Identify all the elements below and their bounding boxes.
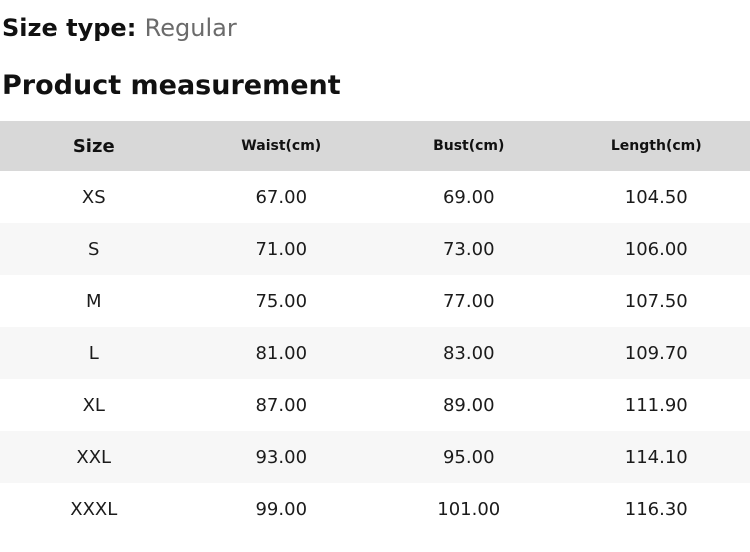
table-row: XXXL 99.00 101.00 116.30 <box>0 483 750 535</box>
table-row: L 81.00 83.00 109.70 <box>0 327 750 379</box>
length-cell: 106.00 <box>563 223 750 275</box>
waist-cell: 71.00 <box>188 223 376 275</box>
product-measurement-table: Size Waist(cm) Bust(cm) Length(cm) XS 67… <box>0 121 750 535</box>
length-cell: 114.10 <box>563 431 750 483</box>
size-cell: M <box>0 275 188 327</box>
size-type-value: Regular <box>145 14 237 42</box>
table-row: XS 67.00 69.00 104.50 <box>0 171 750 223</box>
length-cell: 111.90 <box>563 379 750 431</box>
waist-cell: 99.00 <box>188 483 376 535</box>
column-header-bust: Bust(cm) <box>375 121 563 171</box>
size-type-label: Size type: <box>2 14 136 42</box>
bust-cell: 83.00 <box>375 327 563 379</box>
column-header-waist: Waist(cm) <box>188 121 376 171</box>
waist-cell: 87.00 <box>188 379 376 431</box>
length-cell: 116.30 <box>563 483 750 535</box>
bust-cell: 95.00 <box>375 431 563 483</box>
length-cell: 107.50 <box>563 275 750 327</box>
bust-cell: 101.00 <box>375 483 563 535</box>
size-cell: XXL <box>0 431 188 483</box>
length-cell: 104.50 <box>563 171 750 223</box>
waist-cell: 81.00 <box>188 327 376 379</box>
bust-cell: 89.00 <box>375 379 563 431</box>
waist-cell: 67.00 <box>188 171 376 223</box>
bust-cell: 73.00 <box>375 223 563 275</box>
bust-cell: 69.00 <box>375 171 563 223</box>
length-cell: 109.70 <box>563 327 750 379</box>
table-row: XL 87.00 89.00 111.90 <box>0 379 750 431</box>
size-cell: S <box>0 223 188 275</box>
table-row: XXL 93.00 95.00 114.10 <box>0 431 750 483</box>
size-cell: XS <box>0 171 188 223</box>
size-cell: XXXL <box>0 483 188 535</box>
table-row: S 71.00 73.00 106.00 <box>0 223 750 275</box>
table-row: M 75.00 77.00 107.50 <box>0 275 750 327</box>
waist-cell: 75.00 <box>188 275 376 327</box>
size-type-heading: Size type: Regular <box>2 14 750 43</box>
size-cell: L <box>0 327 188 379</box>
bust-cell: 77.00 <box>375 275 563 327</box>
page-title: Product measurement <box>2 70 750 102</box>
size-cell: XL <box>0 379 188 431</box>
column-header-length: Length(cm) <box>563 121 750 171</box>
table-header-row: Size Waist(cm) Bust(cm) Length(cm) <box>0 121 750 171</box>
waist-cell: 93.00 <box>188 431 376 483</box>
column-header-size: Size <box>0 121 188 171</box>
